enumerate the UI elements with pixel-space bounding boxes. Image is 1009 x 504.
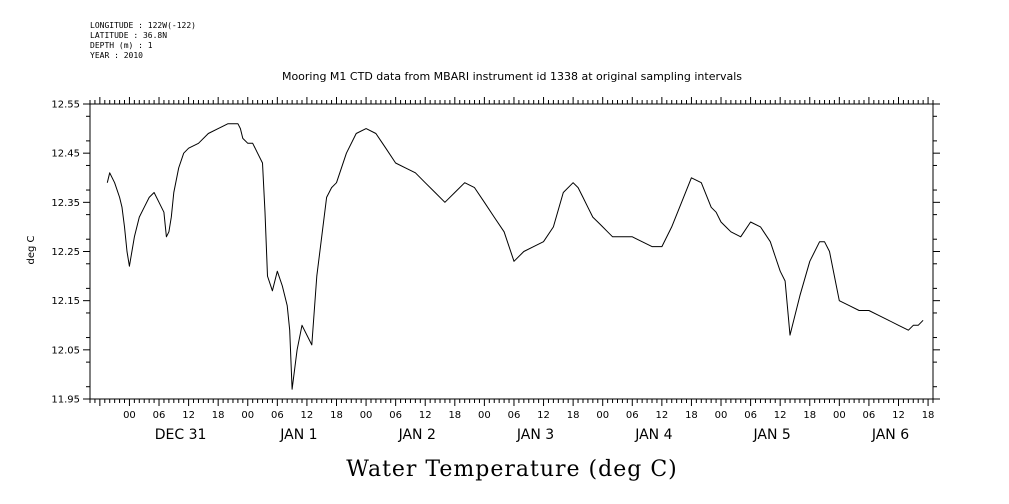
x-day-label: JAN 5 (753, 427, 791, 443)
y-tick-label: 12.55 (51, 100, 80, 111)
y-tick-label: 12.05 (51, 345, 80, 356)
x-tick-label: 00 (478, 410, 491, 421)
x-tick-label: 06 (153, 410, 166, 421)
chart-title: Mooring M1 CTD data from MBARI instrumen… (282, 70, 742, 83)
x-tick-label: 06 (863, 410, 876, 421)
x-tick-label: 00 (241, 410, 254, 421)
x-day-label: DEC 31 (155, 427, 207, 443)
y-tick-label: 11.95 (51, 395, 80, 406)
x-tick-label: 06 (271, 410, 284, 421)
x-tick-label: 12 (655, 410, 668, 421)
x-tick-label: 12 (182, 410, 195, 421)
x-tick-label: 18 (448, 410, 461, 421)
metadata-block: LONGITUDE : 122W(-122) LATITUDE : 36.8N … (90, 21, 196, 61)
x-tick-label: 00 (360, 410, 373, 421)
y-tick-label: 12.35 (51, 198, 80, 209)
x-tick-label: 06 (389, 410, 402, 421)
x-tick-label: 00 (596, 410, 609, 421)
x-tick-label: 06 (508, 410, 521, 421)
x-tick-label: 12 (892, 410, 905, 421)
series-layer (106, 123, 924, 390)
y-axis-title: deg C (26, 235, 37, 264)
x-tick-label: 18 (685, 410, 698, 421)
x-tick-label: 00 (715, 410, 728, 421)
latitude-text: LATITUDE : 36.8N (90, 31, 168, 40)
x-tick-label: 18 (567, 410, 580, 421)
x-day-label: JAN 4 (634, 427, 672, 443)
x-tick-label: 18 (803, 410, 816, 421)
depth-text: DEPTH (m) : 1 (90, 41, 153, 50)
x-tick-label: 18 (212, 410, 225, 421)
x-tick-label: 00 (123, 410, 136, 421)
x-axis: 00 06 12 18 00 06 12 18 00 06 12 18 00 06 12 18 00 06 12 18… (89, 97, 935, 443)
x-day-label: JAN 2 (398, 427, 436, 443)
x-tick-label: 12 (537, 410, 550, 421)
temperature-series-line (106, 123, 924, 390)
x-axis-title: Water Temperature (deg C) (346, 457, 678, 482)
x-tick-label: 12 (301, 410, 314, 421)
x-day-label: JAN 3 (516, 427, 554, 443)
plot-frame (89, 103, 934, 400)
y-tick-label: 12.25 (51, 247, 80, 258)
x-tick-label: 06 (744, 410, 757, 421)
x-tick-label: 18 (922, 410, 935, 421)
y-tick-label: 12.45 (51, 149, 80, 160)
y-tick-label: 12.15 (51, 296, 80, 307)
x-tick-label: 06 (626, 410, 639, 421)
y-axis: 12.55 12.45 12.35 12.25 12.15 12.05 11.95 (51, 100, 940, 406)
year-text: YEAR : 2010 (90, 51, 143, 60)
x-day-label: JAN 1 (279, 427, 317, 443)
x-tick-label: 00 (833, 410, 846, 421)
x-tick-label: 18 (330, 410, 343, 421)
longitude-text: LONGITUDE : 122W(-122) (90, 21, 196, 30)
x-day-label: JAN 6 (871, 427, 909, 443)
x-tick-label: 12 (774, 410, 787, 421)
x-tick-label: 12 (419, 410, 432, 421)
